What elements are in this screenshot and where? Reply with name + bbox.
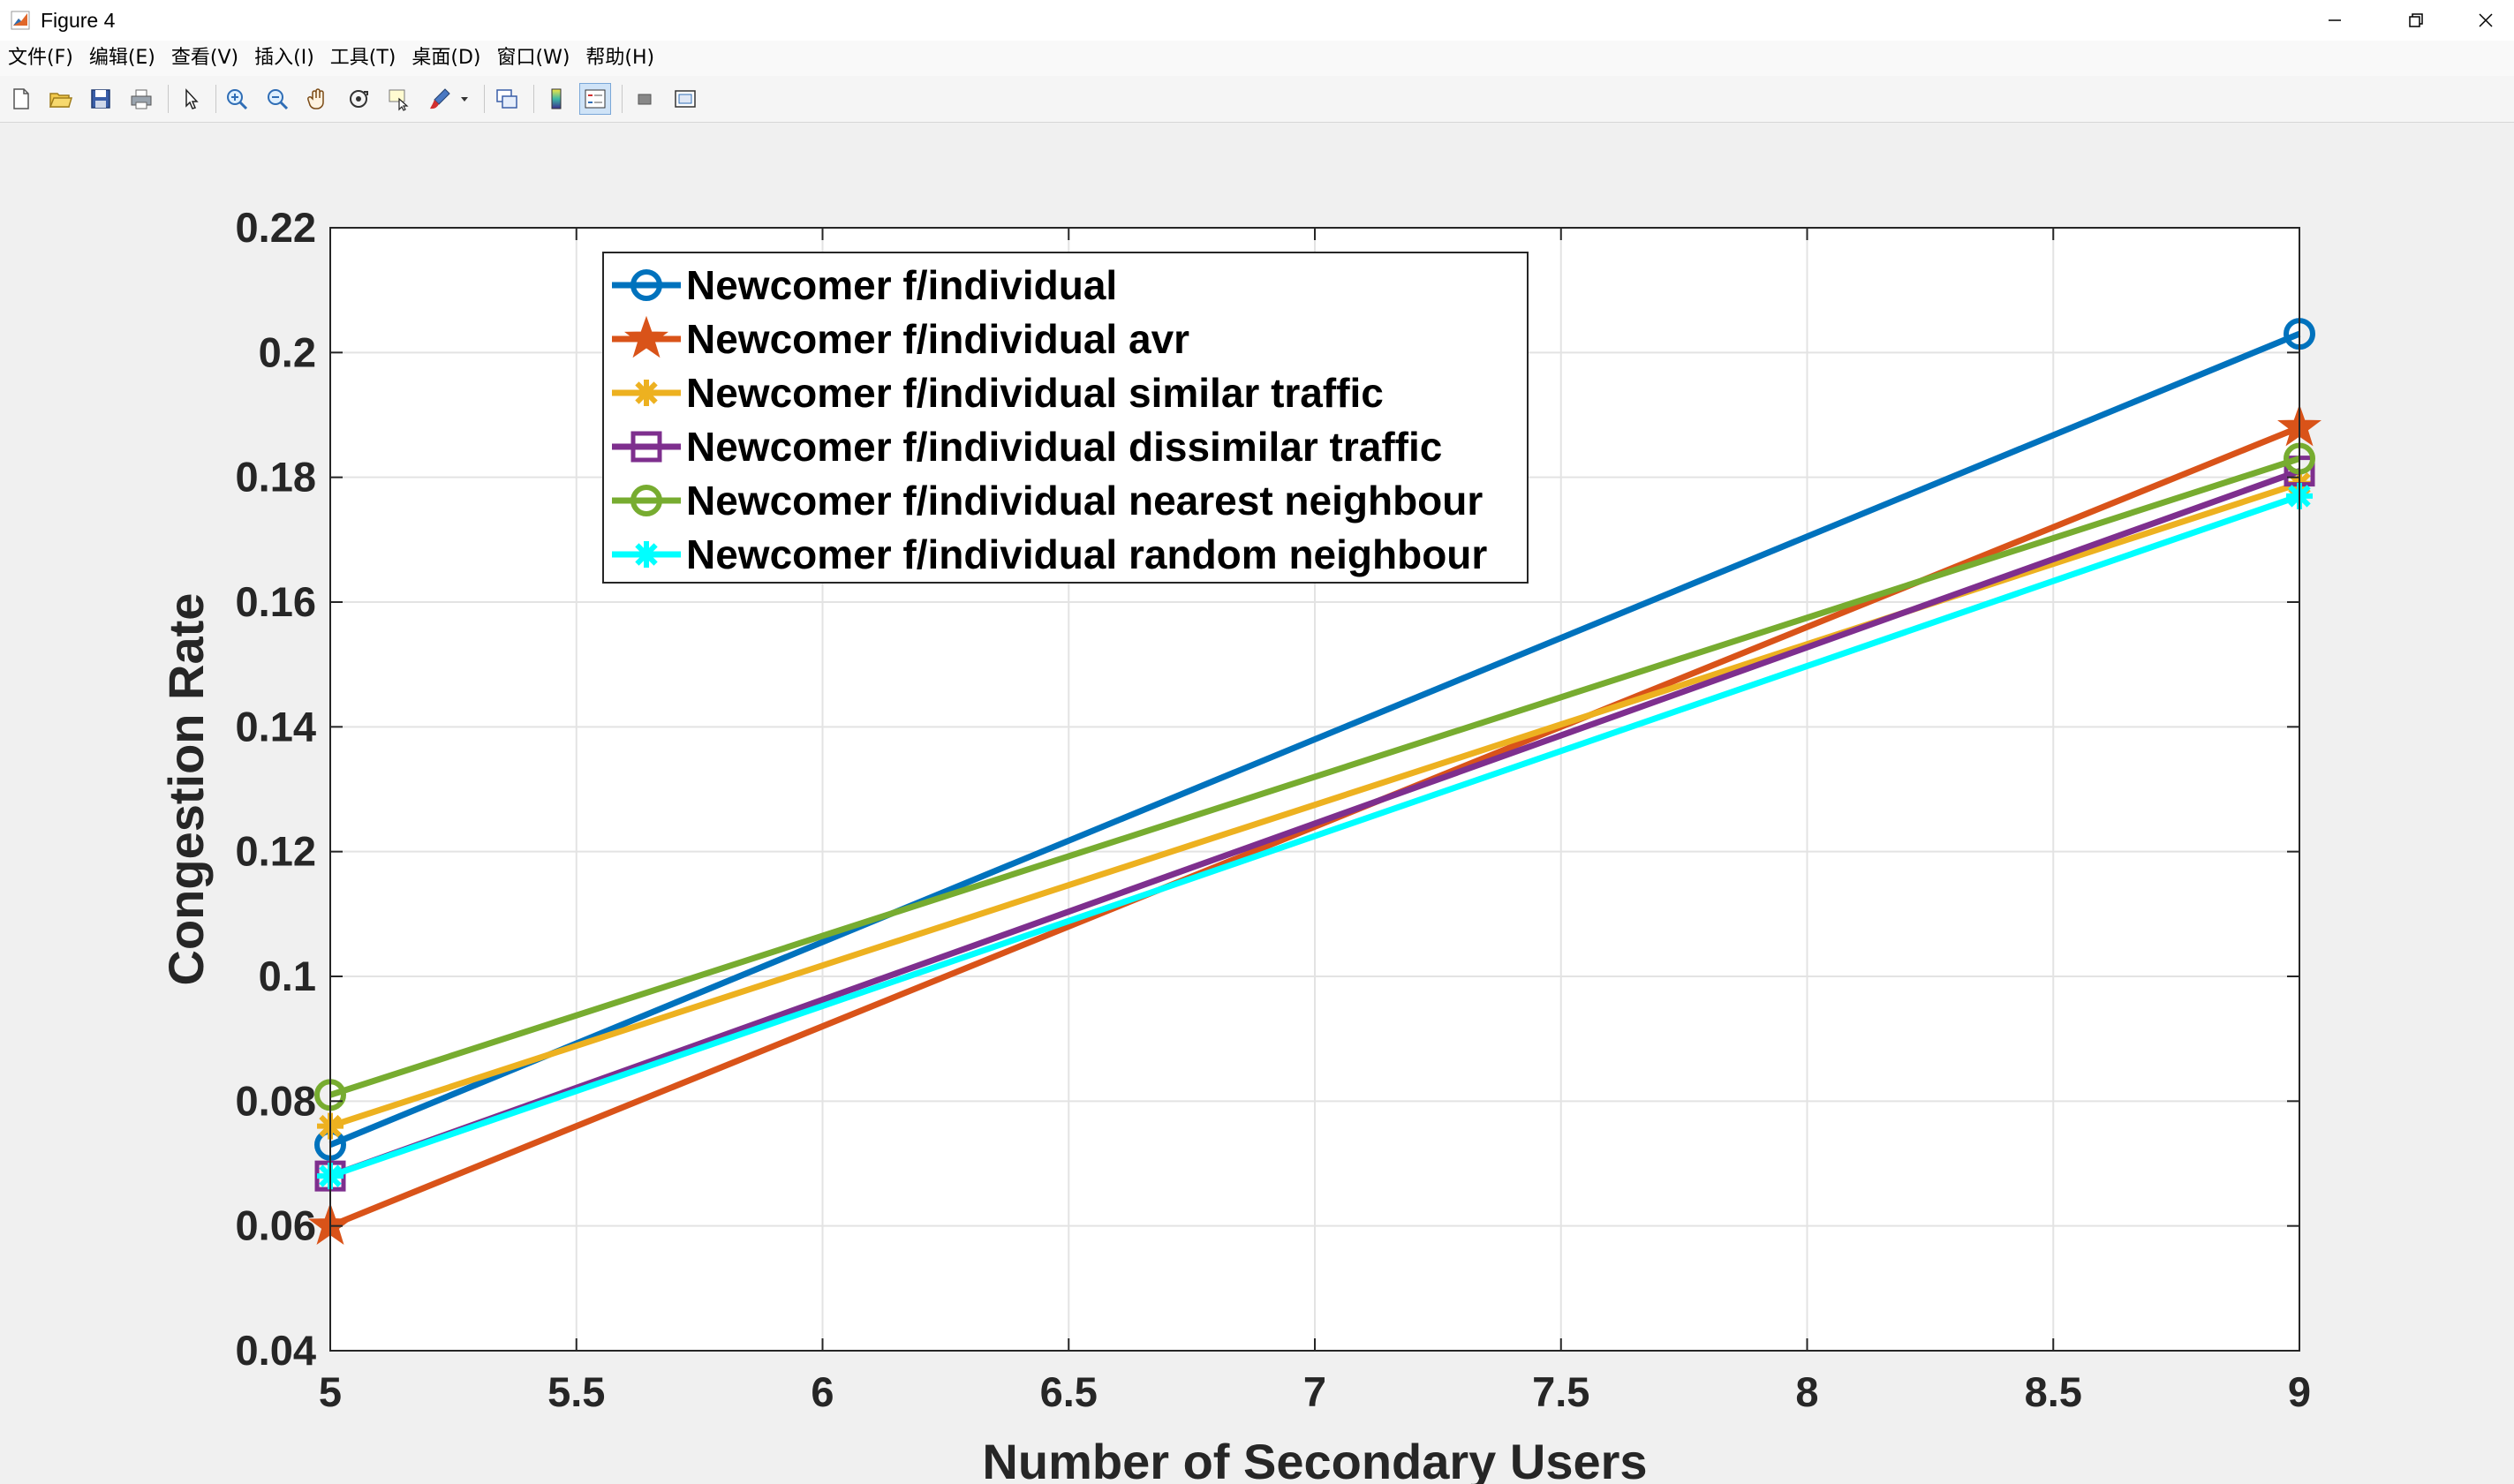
legend-label: Newcomer f/individual dissimilar traffic [686, 424, 1442, 470]
restore-button[interactable] [2375, 0, 2457, 41]
menu-insert[interactable]: 插入(I) [254, 47, 314, 69]
title-bar: Figure 4 [0, 0, 2514, 41]
series-line [328, 456, 2301, 1098]
y-tick-label: 0.22 [236, 204, 316, 251]
y-tick-label: 0.04 [236, 1327, 316, 1374]
brush-dropdown-icon[interactable] [456, 83, 473, 115]
x-tick-labels: 5 5.5 6 6.5 7 7.5 8 8.5 9 [319, 1368, 2311, 1415]
legend-label: Newcomer f/individual similar traffic [686, 370, 1384, 416]
legend-label: Newcomer f/individual nearest neighbour [686, 478, 1483, 524]
menu-edit[interactable]: 编辑(E) [88, 47, 155, 69]
toolbar-separator [215, 85, 216, 113]
y-tick-label: 0.16 [236, 578, 316, 625]
toolbar-separator [168, 85, 169, 113]
matlab-logo-icon [9, 9, 32, 32]
x-tick-label: 9 [2288, 1368, 2311, 1415]
menu-bar: 文件(F) 编辑(E) 查看(V) 插入(I) 工具(T) 桌面(D) 窗口(W… [0, 41, 2514, 76]
pan-hand-icon[interactable] [302, 83, 334, 115]
x-tick-label: 5 [319, 1368, 342, 1415]
x-axis-title: Number of Secondary Users [982, 1434, 1647, 1484]
y-tick-label: 0.14 [236, 703, 316, 750]
data-point [630, 431, 662, 463]
series-line [328, 330, 2301, 1149]
legend[interactable]: Newcomer f/individual Newcomer f/individu… [602, 252, 1529, 584]
x-tick-label: 8 [1795, 1368, 1818, 1415]
restore-icon [2409, 13, 2423, 27]
legend-entry: Newcomer f/individual nearest neighbour [612, 478, 1483, 524]
save-icon[interactable] [85, 83, 117, 115]
figure-toolbar [0, 76, 2514, 123]
legend-entry: Newcomer f/individual dissimilar traffic [612, 424, 1442, 470]
link-plot-icon[interactable] [491, 83, 523, 115]
data-point [630, 485, 662, 516]
data-cursor-icon[interactable] [383, 83, 415, 115]
y-tick-label: 0.12 [236, 828, 316, 875]
close-button[interactable] [2457, 0, 2514, 41]
toolbar-separator [484, 85, 485, 113]
brush-icon[interactable] [424, 83, 456, 115]
new-figure-icon[interactable] [5, 83, 37, 115]
legend-entry: Newcomer f/individual avr [612, 315, 1189, 362]
data-point [633, 380, 660, 406]
window-title: Figure 4 [41, 8, 116, 32]
close-icon [2478, 13, 2493, 27]
data-point [633, 541, 660, 568]
legend-entry: Newcomer f/individual [612, 262, 1117, 308]
legend-label: Newcomer f/individual [686, 262, 1117, 308]
legend-label: Newcomer f/individual avr [686, 316, 1189, 362]
menu-view[interactable]: 查看(V) [170, 47, 239, 69]
asterisk-stroke [635, 543, 658, 566]
figure-canvas: 5 5.5 6 6.5 7 7.5 8 8.5 9 0.04 0.06 0.08 0.1 0.12 0.1… [0, 123, 2514, 1484]
minimize-button[interactable] [2294, 0, 2375, 41]
series-line [328, 493, 2301, 1179]
menu-desktop[interactable]: 桌面(D) [411, 47, 481, 69]
series-line [328, 468, 2301, 1179]
open-file-icon[interactable] [44, 83, 76, 115]
print-icon[interactable] [125, 83, 157, 115]
x-tick-label: 8.5 [2025, 1368, 2082, 1415]
line-chart: 5 5.5 6 6.5 7 7.5 8 8.5 9 0.04 0.06 0.08 0.1 0.12 0.1… [158, 204, 2322, 1484]
legend-icon[interactable] [579, 83, 611, 115]
zoom-out-icon[interactable] [261, 83, 293, 115]
menu-file[interactable]: 文件(F) [8, 47, 73, 69]
legend-entry: Newcomer f/individual similar traffic [612, 370, 1384, 416]
legend-entry: Newcomer f/individual random neighbour [612, 531, 1487, 577]
legend-label: Newcomer f/individual random neighbour [686, 531, 1487, 577]
show-plot-tools-icon[interactable] [669, 83, 701, 115]
plot-border [329, 227, 2300, 1352]
y-tick-label: 0.2 [259, 328, 316, 375]
x-tick-label: 6 [811, 1368, 834, 1415]
pointer-icon[interactable] [175, 83, 207, 115]
menu-tools[interactable]: 工具(T) [329, 47, 396, 69]
y-tick-label: 0.1 [259, 953, 316, 999]
y-tick-label: 0.08 [236, 1077, 316, 1124]
toolbar-separator [533, 85, 534, 113]
data-point [630, 269, 662, 301]
y-tick-labels: 0.04 0.06 0.08 0.1 0.12 0.14 0.16 0.18 0.2 0.22 [236, 204, 316, 1374]
x-tick-label: 6.5 [1040, 1368, 1098, 1415]
x-tick-label: 7 [1303, 1368, 1326, 1415]
colorbar-icon[interactable] [540, 83, 572, 115]
rotate-3d-icon[interactable] [343, 83, 374, 115]
zoom-in-icon[interactable] [221, 83, 253, 115]
x-tick-label: 5.5 [547, 1368, 605, 1415]
hide-plot-tools-icon[interactable] [629, 83, 661, 115]
asterisk-stroke [635, 381, 658, 404]
axes-frame [329, 227, 2300, 1352]
y-tick-label: 0.06 [236, 1202, 316, 1249]
y-tick-label: 0.18 [236, 454, 316, 501]
toolbar-separator [622, 85, 623, 113]
y-axis-title: Congestion Rate [158, 593, 214, 986]
minimize-icon [2329, 19, 2341, 21]
data-point [623, 315, 669, 358]
legend-box [602, 252, 1529, 584]
x-tick-label: 7.5 [1532, 1368, 1589, 1415]
menu-help[interactable]: 帮助(H) [585, 47, 655, 69]
menu-window[interactable]: 窗口(W) [496, 47, 570, 69]
